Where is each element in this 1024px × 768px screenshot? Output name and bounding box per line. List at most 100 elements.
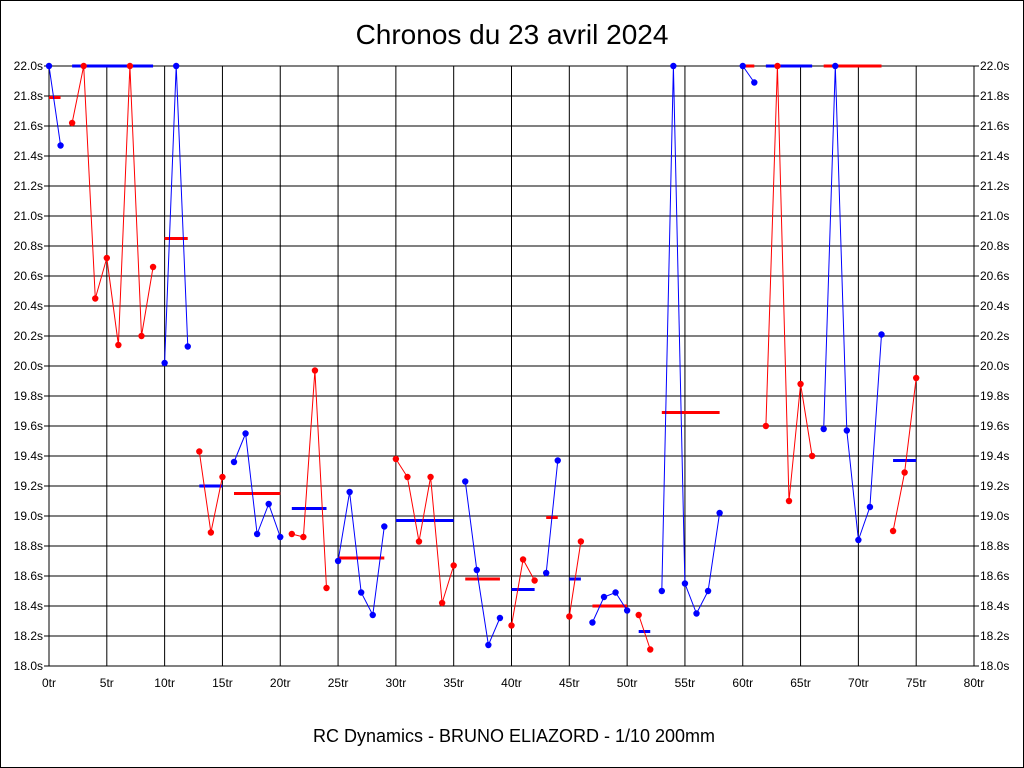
y-tick-label-left: 19.8s — [14, 389, 43, 403]
grid — [48, 65, 975, 667]
data-point — [184, 343, 191, 350]
axes — [44, 65, 979, 667]
y-tick-label-left: 18.6s — [14, 569, 43, 583]
data-point — [265, 500, 272, 508]
data-point — [716, 509, 723, 517]
series-line — [464, 481, 501, 647]
series-line — [823, 65, 882, 541]
data-point — [542, 569, 550, 577]
x-tick-label: 15tr — [212, 676, 233, 690]
y-tick-label-left: 18.8s — [14, 539, 43, 553]
data-point — [577, 538, 585, 545]
data-point — [612, 589, 619, 596]
data-point — [68, 119, 76, 127]
y-tick-label-right: 18.8s — [980, 539, 1009, 553]
data-point — [496, 614, 504, 622]
x-tick-label: 75tr — [906, 676, 927, 690]
y-tick-label-left: 22.0s — [14, 59, 43, 73]
data-point — [670, 62, 677, 70]
x-tick-label: 50tr — [617, 676, 638, 690]
data-point — [843, 427, 851, 434]
data-point — [531, 577, 538, 584]
y-tick-label-right: 20.2s — [980, 329, 1009, 343]
data-point — [820, 425, 827, 433]
data-point — [404, 473, 411, 481]
y-tick-label-left: 20.0s — [14, 359, 43, 373]
x-tick-label: 5tr — [100, 676, 114, 690]
data-point — [635, 611, 642, 619]
data-point — [57, 142, 64, 149]
data-point — [80, 62, 87, 70]
data-point — [681, 580, 689, 587]
series-line — [638, 614, 651, 650]
y-tick-label-left: 20.6s — [14, 269, 43, 283]
y-tick-label-left: 18.0s — [14, 659, 43, 673]
y-tick-label-right: 18.4s — [980, 599, 1009, 613]
series-line — [291, 370, 327, 589]
data-point — [92, 295, 99, 302]
y-tick-label-right: 19.4s — [980, 449, 1009, 463]
data-point — [196, 448, 203, 455]
y-tick-label-left: 19.0s — [14, 509, 43, 523]
data-point — [566, 613, 573, 620]
data-point — [866, 503, 874, 511]
data-point — [462, 478, 469, 485]
y-tick-label-right: 21.2s — [980, 179, 1009, 193]
data-point — [739, 62, 746, 70]
data-point — [427, 473, 434, 481]
y-tick-label-left: 21.8s — [14, 89, 43, 103]
average-segments — [49, 64, 917, 633]
data-point — [832, 62, 839, 70]
y-tick-label-right: 19.2s — [980, 479, 1009, 493]
series-line — [892, 377, 917, 532]
data-point — [508, 622, 515, 629]
x-tick-label: 0tr — [42, 676, 56, 690]
y-tick-label-right: 19.6s — [980, 419, 1009, 433]
data-point — [589, 619, 596, 626]
data-point — [473, 566, 481, 574]
y-tick-label-right: 20.0s — [980, 359, 1009, 373]
data-point — [311, 367, 319, 374]
data-point — [253, 530, 261, 538]
data-point — [323, 584, 330, 592]
data-point — [438, 599, 446, 607]
data-point — [415, 538, 423, 545]
data-point — [277, 533, 284, 541]
y-tick-label-left: 18.4s — [14, 599, 43, 613]
y-tick-label-right: 19.8s — [980, 389, 1009, 403]
data-point — [230, 458, 238, 466]
series-line — [48, 65, 62, 146]
data-point — [797, 380, 804, 388]
y-tick-label-left: 21.6s — [14, 119, 43, 133]
y-tick-label-left: 20.2s — [14, 329, 43, 343]
y-tick-label-right: 18.0s — [980, 659, 1009, 673]
y-tick-label-right: 21.0s — [980, 209, 1009, 223]
series-line — [661, 65, 721, 615]
x-tick-label: 70tr — [848, 676, 869, 690]
data-point — [103, 254, 111, 262]
series-line — [71, 65, 154, 346]
data-point — [149, 263, 157, 271]
y-tick-label-right: 20.6s — [980, 269, 1009, 283]
data-point — [762, 422, 770, 430]
x-tick-label: 60tr — [732, 676, 753, 690]
data-point — [901, 469, 908, 476]
x-tick-label: 80tr — [964, 676, 985, 690]
y-tick-label-left: 18.2s — [14, 629, 43, 643]
y-tick-label-right: 21.4s — [980, 149, 1009, 163]
y-tick-label-right: 22.0s — [980, 59, 1009, 73]
data-point — [334, 557, 342, 565]
y-tick-label-right: 18.2s — [980, 629, 1009, 643]
y-tick-label-right: 21.8s — [980, 89, 1009, 103]
data-point — [554, 457, 561, 464]
data-point — [381, 523, 388, 530]
series-line — [198, 451, 223, 533]
series-line — [765, 65, 813, 502]
y-tick-label-right: 20.8s — [980, 239, 1009, 253]
y-tick-label-left: 19.2s — [14, 479, 43, 493]
series-line — [591, 591, 628, 623]
chart-footer: RC Dynamics - BRUNO ELIAZORD - 1/10 200m… — [313, 726, 715, 746]
data-point — [138, 332, 145, 340]
data-point — [357, 589, 365, 596]
data-point — [288, 530, 296, 538]
